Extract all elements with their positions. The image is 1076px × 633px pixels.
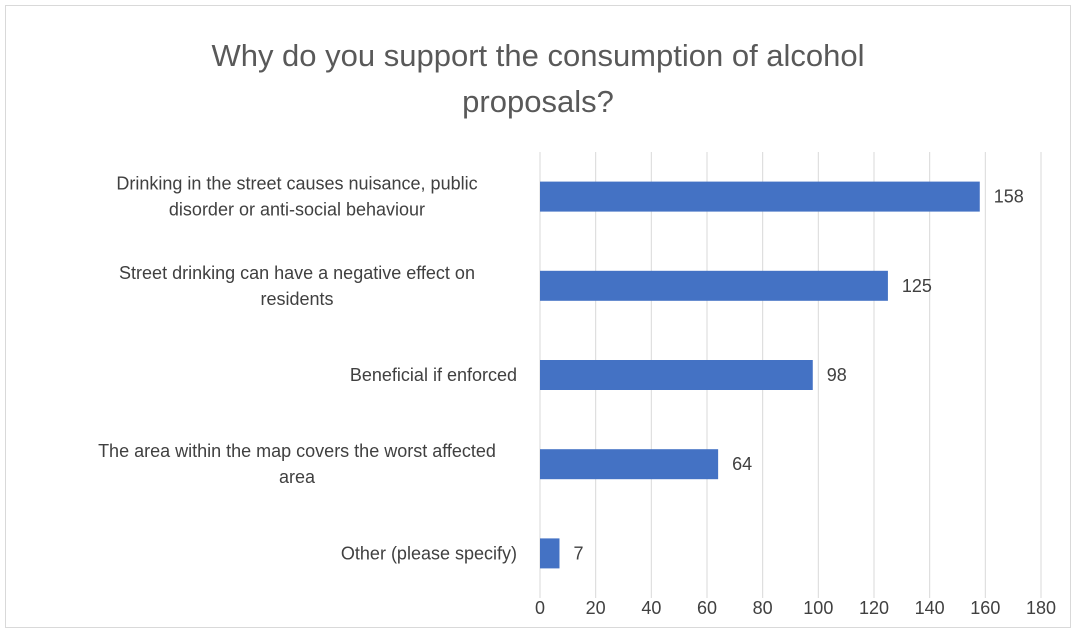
category-label: Street drinking can have a negative effe… (119, 263, 475, 309)
category-label: The area within the map covers the worst… (98, 441, 496, 487)
category-label-line: area (279, 467, 316, 487)
chart-title-line: proposals? (462, 84, 614, 119)
bar (540, 270, 888, 301)
category-label-line: disorder or anti-social behaviour (169, 200, 425, 220)
category-label-line: Drinking in the street causes nuisance, … (116, 174, 477, 194)
chart-frame (5, 5, 1071, 628)
x-tick-label: 160 (970, 598, 1000, 618)
category-label: Drinking in the street causes nuisance, … (116, 174, 477, 220)
chart-title: Why do you support the consumption of al… (211, 38, 864, 119)
category-label: Other (please specify) (341, 543, 517, 563)
grid-lines (539, 152, 1042, 598)
bar (540, 360, 813, 390)
bars (540, 181, 980, 569)
bar-value-label: 98 (827, 365, 847, 385)
chart-title-line: Why do you support the consumption of al… (211, 38, 864, 73)
labels: 0 20 40 60 80 100 120 140 160 180 158 Drinking in t… (98, 174, 1056, 618)
bar-value-label: 158 (994, 187, 1024, 207)
x-tick-label: 140 (915, 598, 945, 618)
x-tick-label: 180 (1026, 598, 1056, 618)
x-tick-label: 60 (697, 598, 717, 618)
bar (540, 449, 719, 480)
category-label-line: Other (please specify) (341, 543, 517, 563)
x-tick-label: 100 (803, 598, 833, 618)
bar (540, 538, 560, 569)
x-tick-label: 120 (859, 598, 889, 618)
category-label-line: residents (260, 289, 333, 309)
x-tick-label: 0 (535, 598, 545, 618)
category-label-line: The area within the map covers the worst… (98, 441, 496, 461)
category-label-line: Beneficial if enforced (350, 365, 517, 385)
bar-value-label: 125 (902, 276, 932, 296)
x-tick-label: 20 (586, 598, 606, 618)
x-tick-label: 40 (641, 598, 661, 618)
bar-value-label: 7 (573, 543, 583, 563)
bar (540, 181, 980, 212)
bar-value-label: 64 (732, 454, 752, 474)
category-label: Beneficial if enforced (350, 365, 517, 385)
x-tick-label: 80 (753, 598, 773, 618)
category-label-line: Street drinking can have a negative effe… (119, 263, 475, 283)
